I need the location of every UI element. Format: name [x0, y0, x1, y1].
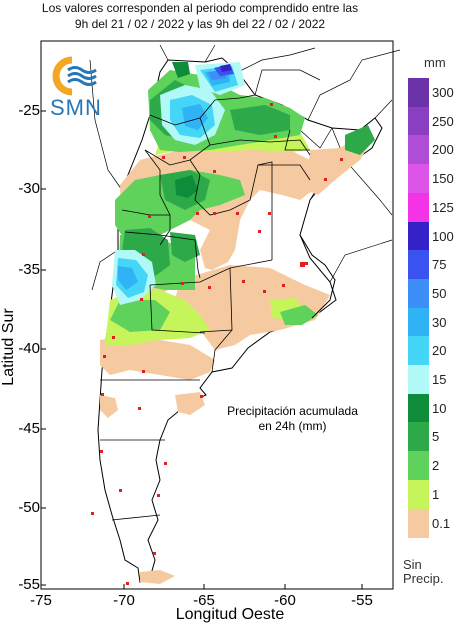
- legend-label: 75: [432, 257, 447, 273]
- station-marker: [324, 178, 327, 181]
- map-annotation: Precipitación acumulada en 24h (mm): [225, 404, 360, 434]
- legend-label: 15: [432, 372, 447, 387]
- station-marker: [119, 489, 122, 492]
- station-marker: [305, 262, 308, 265]
- station-markers: [91, 103, 343, 585]
- precip-shading: [100, 62, 375, 584]
- smn-logo-text: SMN: [50, 95, 102, 120]
- station-marker: [183, 156, 186, 159]
- legend-label: 250: [432, 113, 454, 129]
- legend-swatch: [408, 365, 429, 395]
- y-tick-label: -50: [18, 499, 40, 516]
- station-marker: [270, 103, 273, 106]
- legend-swatch: [408, 451, 429, 481]
- y-tick-label: -40: [18, 340, 40, 357]
- station-marker: [208, 286, 211, 289]
- legend-no-precip: Sin Precip.: [403, 557, 444, 586]
- legend-label: 50: [432, 285, 447, 301]
- station-marker: [213, 212, 216, 215]
- station-marker: [101, 393, 104, 396]
- station-marker: [200, 395, 203, 398]
- legend-swatch: [408, 250, 429, 280]
- y-tick-label: -45: [18, 420, 40, 437]
- smn-logo-icon: [52, 56, 97, 96]
- plot-frame: [40, 40, 394, 590]
- legend-swatch: [408, 479, 429, 509]
- station-marker: [268, 212, 271, 215]
- station-marker: [196, 212, 199, 215]
- legend-label: 100: [432, 228, 454, 244]
- station-marker: [138, 407, 141, 410]
- x-tick-label: -55: [351, 592, 373, 609]
- station-marker: [140, 298, 143, 301]
- neighbor-borders: [89, 44, 401, 291]
- legend-swatch: [408, 422, 429, 452]
- x-tick-label: -60: [274, 592, 296, 609]
- legend-label: 200: [432, 142, 454, 158]
- map-header-line-1: Los valores corresponden al periodo comp…: [41, 1, 359, 15]
- station-marker: [213, 170, 216, 173]
- x-tick-marks: [40, 584, 363, 589]
- station-marker: [258, 230, 261, 233]
- legend-swatch: [408, 336, 429, 366]
- station-marker: [242, 280, 245, 283]
- legend-swatch: [408, 393, 429, 423]
- coastline: [299, 234, 336, 319]
- legend-label: 125: [432, 199, 454, 215]
- legend-label: 300: [432, 85, 454, 100]
- station-marker: [162, 156, 165, 159]
- station-marker: [236, 212, 239, 215]
- station-marker: [142, 370, 145, 373]
- x-tick-label: -65: [193, 592, 215, 609]
- y-axis-label: Latitud Sur: [0, 308, 17, 386]
- y-tick-label: -55: [18, 576, 40, 593]
- x-tick-label: -75: [30, 592, 52, 609]
- map-header-line-2: 9h del 21 / 02 / 2022 y las 9h del 22 / …: [74, 17, 326, 31]
- station-marker: [282, 284, 285, 287]
- legend-swatch: [408, 164, 429, 194]
- x-axis-label: Longitud Oeste: [175, 606, 285, 623]
- legend-swatch: [408, 307, 429, 337]
- y-tick-label: -30: [18, 180, 40, 197]
- legend-swatch: [408, 221, 429, 251]
- legend-label: 30: [432, 314, 447, 330]
- legend-unit: mm: [424, 55, 446, 70]
- station-marker: [126, 582, 129, 585]
- legend-swatch: [408, 278, 429, 309]
- station-marker: [112, 336, 115, 339]
- annotation-line-2: en 24h (mm): [258, 419, 327, 433]
- y-tick-marks: [41, 110, 46, 586]
- legend-swatch: [408, 106, 429, 136]
- station-marker: [103, 355, 106, 358]
- station-marker: [100, 450, 103, 453]
- legend-label: 20: [432, 343, 447, 359]
- legend-swatch: [408, 508, 429, 538]
- station-marker: [263, 290, 266, 293]
- station-marker: [91, 512, 94, 515]
- station-marker: [142, 253, 145, 256]
- station-marker: [153, 552, 156, 555]
- station-marker: [148, 215, 151, 218]
- x-tick-label: -70: [113, 592, 135, 609]
- legend-label: 2: [432, 458, 440, 474]
- legend-label: 5: [432, 429, 440, 445]
- legend-swatch: [408, 135, 429, 165]
- station-marker: [340, 158, 343, 161]
- station-marker: [164, 462, 167, 465]
- station-marker: [300, 262, 305, 267]
- legend-swatch: [408, 192, 429, 222]
- legend-label: 1: [432, 486, 440, 502]
- y-tick-label: -25: [18, 102, 40, 119]
- y-tick-label: -35: [18, 261, 40, 278]
- annotation-line-1: Precipitación acumulada: [227, 404, 358, 418]
- legend-label: 150: [432, 171, 454, 187]
- station-marker: [157, 494, 160, 497]
- station-marker: [181, 282, 184, 285]
- legend-label: 0.1: [432, 515, 451, 531]
- legend-label: 10: [432, 400, 447, 416]
- station-marker: [274, 135, 277, 138]
- legend-swatch: [408, 78, 429, 108]
